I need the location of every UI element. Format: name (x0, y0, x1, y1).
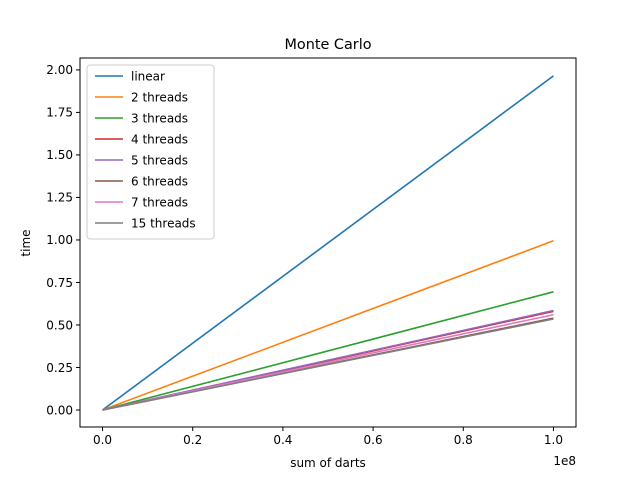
y-tick-label: 1.25 (46, 191, 73, 205)
x-axis-label: sum of darts (290, 456, 366, 470)
series-line-1 (102, 240, 554, 411)
legend-label-4: 5 threads (131, 153, 188, 167)
series-line-2 (102, 291, 554, 411)
legend-label-7: 15 threads (131, 216, 196, 230)
x-tick-label: 0.4 (273, 433, 292, 447)
x-tick-label: 0.6 (364, 433, 383, 447)
legend-label-2: 3 threads (131, 111, 188, 125)
x-offset-label: 1e8 (553, 454, 576, 468)
y-tick-label: 0.00 (46, 403, 73, 417)
legend: linear 2 threads 3 threads 4 threads 5 threa… (86, 64, 215, 240)
legend-label-6: 7 threads (131, 195, 188, 209)
x-tick-label: 1.0 (544, 433, 563, 447)
legend-label-5: 6 threads (131, 174, 188, 188)
y-tick-label: 1.50 (46, 148, 73, 162)
y-tick-label: 2.00 (46, 63, 73, 77)
series-line-0 (102, 75, 554, 411)
y-tick-label: 1.75 (46, 106, 73, 120)
chart-title: Monte Carlo (285, 37, 372, 53)
legend-box (86, 64, 215, 240)
x-axis: 0.0 0.2 0.4 0.6 0.8 1.0 (93, 427, 563, 447)
legend-label-1: 2 threads (131, 90, 188, 104)
legend-label-3: 4 threads (131, 132, 188, 146)
x-tick-label: 0.0 (93, 433, 112, 447)
plot-frame (79, 57, 577, 428)
y-tick-label: 0.25 (46, 361, 73, 375)
series-layer (102, 75, 554, 411)
y-tick-label: 0.50 (46, 318, 73, 332)
x-tick-label: 0.2 (183, 433, 202, 447)
series-line-7 (102, 318, 554, 411)
y-axis-label: time (19, 229, 33, 256)
x-tick-label: 0.8 (454, 433, 473, 447)
legend-label-0: linear (131, 69, 165, 83)
y-tick-label: 0.75 (46, 276, 73, 290)
y-tick-label: 1.00 (46, 233, 73, 247)
y-axis: 0.00 0.25 0.50 0.75 1.00 1.25 1.50 1.75 2.00 (46, 63, 80, 417)
